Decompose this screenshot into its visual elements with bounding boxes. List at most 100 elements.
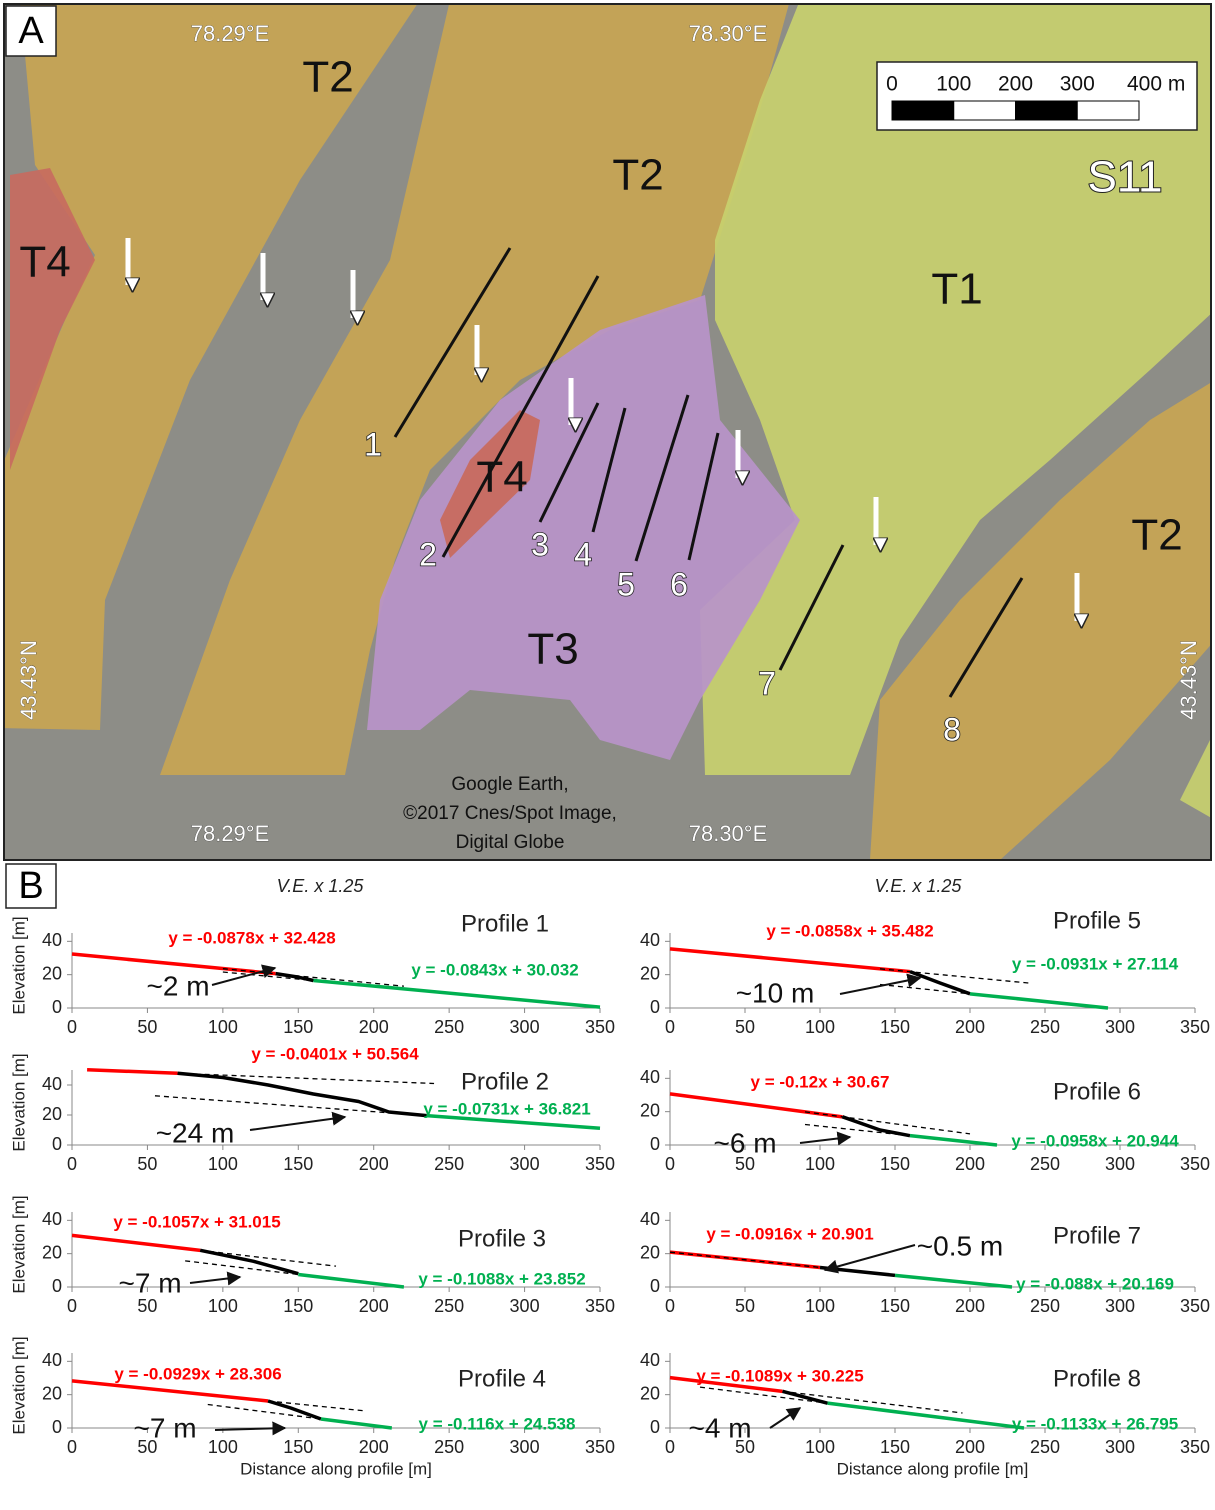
x-tick-label: 50 [137, 1296, 157, 1316]
profile-label: 8 [943, 711, 961, 747]
x-tick-label: 0 [665, 1154, 675, 1174]
y-tick-label: 40 [640, 1350, 660, 1370]
x-tick-label: 0 [665, 1437, 675, 1457]
x-tick-label: 350 [585, 1437, 615, 1457]
x-tick-label: 150 [880, 1017, 910, 1037]
profile-line [783, 1391, 828, 1403]
scale-segment [892, 101, 954, 120]
x-tick-label: 100 [208, 1437, 238, 1457]
panel-label: B [18, 865, 43, 907]
profile-line [321, 1419, 392, 1428]
x-tick-label: 50 [137, 1017, 157, 1037]
x-tick-label: 300 [1105, 1437, 1135, 1457]
x-tick-label: 200 [955, 1017, 985, 1037]
regression-equation: y = -0.0843x + 30.032 [411, 960, 578, 979]
y-tick-label: 40 [42, 1209, 62, 1229]
regression-equation: y = -0.0958x + 20.944 [1011, 1131, 1179, 1150]
scale-segment [954, 101, 1016, 120]
chart-title: Profile 2 [461, 1068, 549, 1095]
longitude-label: 78.29°E [191, 821, 270, 846]
offset-label: ~6 m [713, 1127, 776, 1158]
offset-arrow [250, 1117, 345, 1130]
profile-line [843, 1117, 911, 1136]
fit-line [223, 969, 404, 987]
x-tick-label: 350 [1180, 1154, 1210, 1174]
profile-line [178, 1073, 427, 1115]
regression-equation: y = -0.1133x + 26.795 [1012, 1414, 1178, 1433]
x-tick-label: 250 [1030, 1017, 1060, 1037]
y-tick-label: 0 [52, 997, 62, 1017]
fit-line [155, 1096, 389, 1113]
regression-equation: y = -0.088x + 20.169 [1016, 1274, 1174, 1293]
x-tick-label: 150 [283, 1154, 313, 1174]
profile-label: 5 [617, 566, 635, 602]
y-tick-label: 0 [52, 1276, 62, 1296]
y-tick-label: 20 [640, 963, 660, 983]
y-axis-label: Elevation [m] [9, 1053, 28, 1151]
x-tick-label: 300 [1105, 1154, 1135, 1174]
credit: ©2017 Cnes/Spot Image, [403, 803, 617, 824]
x-tick-label: 250 [1030, 1296, 1060, 1316]
longitude-label: 78.30°E [689, 821, 768, 846]
profile-line [298, 1275, 404, 1288]
regression-equation: y = -0.0878x + 32.428 [168, 928, 335, 947]
x-tick-label: 250 [434, 1296, 464, 1316]
y-tick-label: 40 [42, 1350, 62, 1370]
regression-equation: y = -0.116x + 24.538 [419, 1414, 576, 1433]
x-tick-label: 150 [880, 1154, 910, 1174]
latitude-label: 43.43°N [16, 640, 41, 720]
x-tick-label: 350 [585, 1017, 615, 1037]
x-tick-label: 250 [434, 1017, 464, 1037]
y-tick-label: 40 [42, 930, 62, 950]
x-tick-label: 0 [67, 1437, 77, 1457]
y-tick-label: 20 [42, 1242, 62, 1262]
x-tick-label: 350 [1180, 1017, 1210, 1037]
x-tick-label: 350 [1180, 1437, 1210, 1457]
x-tick-label: 200 [359, 1437, 389, 1457]
unit-label: T4 [19, 238, 70, 287]
x-tick-label: 350 [585, 1154, 615, 1174]
x-tick-label: 200 [955, 1437, 985, 1457]
offset-label: ~2 m [146, 970, 209, 1001]
x-tick-label: 150 [880, 1437, 910, 1457]
chart-title: Profile 5 [1053, 907, 1141, 934]
y-tick-label: 0 [52, 1417, 62, 1437]
x-tick-label: 100 [805, 1296, 835, 1316]
profile-line [313, 981, 600, 1008]
profile-line [828, 1403, 1025, 1428]
y-axis-label: Elevation [m] [9, 916, 28, 1014]
chart-title: Profile 7 [1053, 1222, 1141, 1249]
figure: 0100200300400 m A 78.29°E 78.30°E 78.29°… [0, 0, 1215, 1510]
unit-label: T3 [527, 625, 578, 674]
unit-label: T2 [302, 53, 353, 102]
regression-equation: y = -0.1089x + 30.225 [696, 1366, 863, 1385]
x-tick-label: 200 [955, 1154, 985, 1174]
y-tick-label: 0 [650, 1276, 660, 1296]
profile-label: 2 [419, 536, 437, 572]
profile-line [200, 1250, 298, 1273]
scale-label: 100 [936, 73, 971, 96]
offset-arrow [190, 1277, 240, 1283]
subtitle: V.E. x 1.25 [875, 876, 963, 896]
profile-label: 3 [531, 526, 549, 562]
regression-equation: y = -0.12x + 30.67 [751, 1072, 890, 1091]
y-tick-label: 0 [650, 1417, 660, 1437]
profile-line [72, 1381, 268, 1401]
chart-title: Profile 4 [458, 1365, 546, 1392]
x-tick-label: 150 [283, 1296, 313, 1316]
scale-segment [1016, 101, 1078, 120]
longitude-label: 78.30°E [689, 21, 768, 46]
x-tick-label: 50 [735, 1017, 755, 1037]
profile-charts: 05010015020025030035002040Elevation [m]V… [9, 876, 1210, 1479]
chart-title: Profile 8 [1053, 1365, 1141, 1392]
x-tick-label: 350 [585, 1296, 615, 1316]
x-tick-label: 250 [434, 1154, 464, 1174]
x-tick-label: 0 [665, 1296, 675, 1316]
x-tick-label: 350 [1180, 1296, 1210, 1316]
